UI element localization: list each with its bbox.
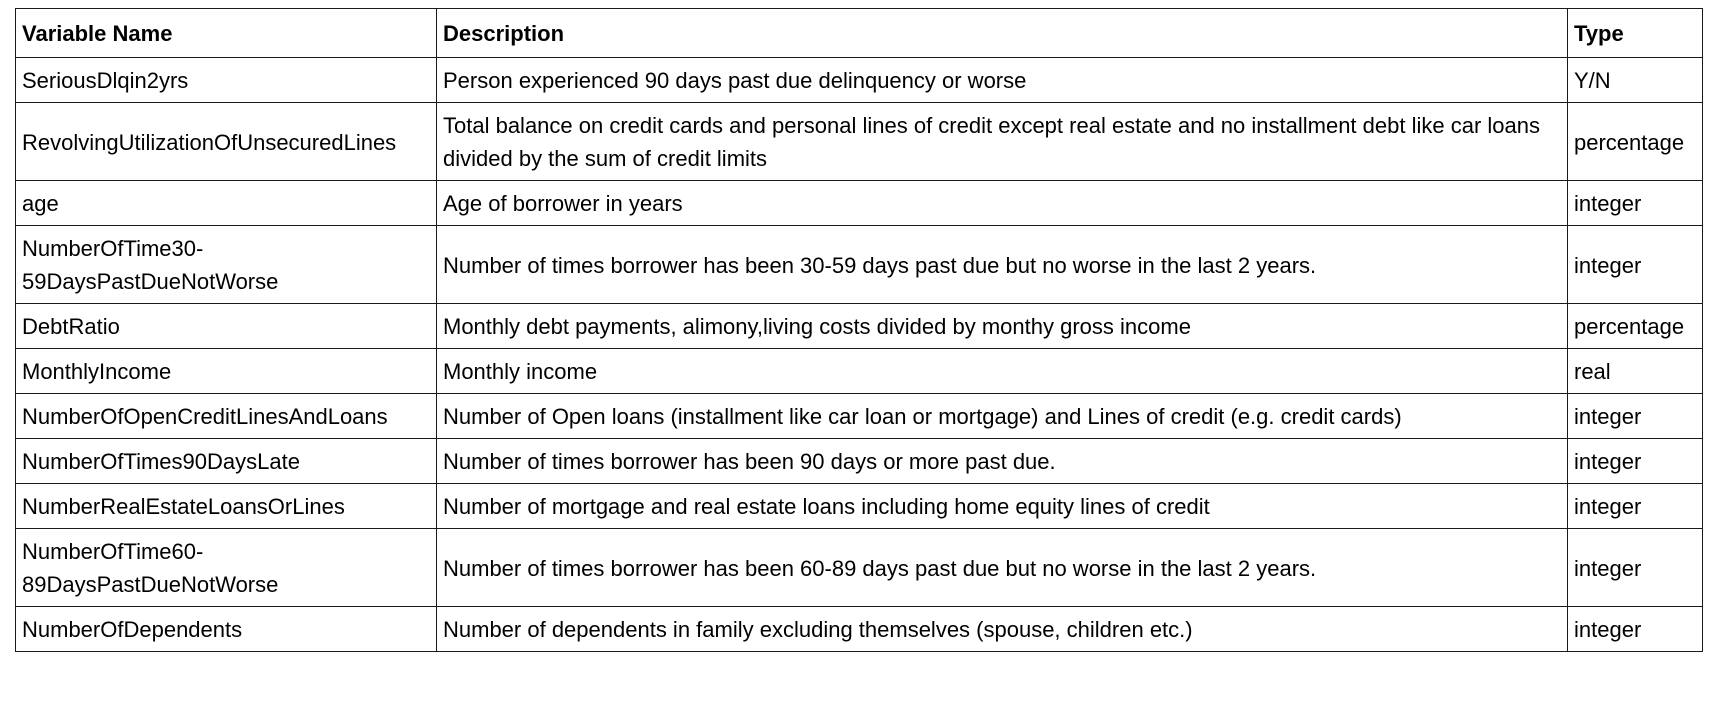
type-cell: percentage [1567, 102, 1703, 181]
type-cell: integer [1567, 225, 1703, 304]
variable-name-cell: NumberOfOpenCreditLinesAndLoans [15, 393, 437, 439]
type-cell: percentage [1567, 303, 1703, 349]
type-cell: integer [1567, 528, 1703, 607]
table-row: NumberOfTimes90DaysLate Number of times … [15, 438, 1703, 484]
type-cell: integer [1567, 606, 1703, 652]
variable-name-cell: DebtRatio [15, 303, 437, 349]
variable-name-cell: age [15, 180, 437, 226]
table-row: age Age of borrower in years integer [15, 180, 1703, 226]
description-cell: Number of times borrower has been 30-59 … [436, 225, 1568, 304]
description-cell: Number of times borrower has been 60-89 … [436, 528, 1568, 607]
table-row: NumberOfOpenCreditLinesAndLoans Number o… [15, 393, 1703, 439]
header-type: Type [1567, 8, 1703, 58]
table-row: NumberOfTime30-59DaysPastDueNotWorse Num… [15, 225, 1703, 304]
variable-name-cell: NumberOfTime30-59DaysPastDueNotWorse [15, 225, 437, 304]
type-cell: integer [1567, 180, 1703, 226]
description-cell: Number of times borrower has been 90 day… [436, 438, 1568, 484]
description-cell: Person experienced 90 days past due deli… [436, 57, 1568, 103]
table-row: DebtRatio Monthly debt payments, alimony… [15, 303, 1703, 349]
variable-name-cell: NumberOfDependents [15, 606, 437, 652]
type-cell: integer [1567, 393, 1703, 439]
table-row: NumberOfTime60-89DaysPastDueNotWorse Num… [15, 528, 1703, 607]
description-cell: Total balance on credit cards and person… [436, 102, 1568, 181]
table-body: SeriousDlqin2yrs Person experienced 90 d… [15, 57, 1703, 652]
description-cell: Age of borrower in years [436, 180, 1568, 226]
description-cell: Monthly income [436, 348, 1568, 394]
table-row: SeriousDlqin2yrs Person experienced 90 d… [15, 57, 1703, 103]
type-cell: integer [1567, 483, 1703, 529]
description-cell: Number of mortgage and real estate loans… [436, 483, 1568, 529]
variable-name-cell: RevolvingUtilizationOfUnsecuredLines [15, 102, 437, 181]
header-description: Description [436, 8, 1568, 58]
table-header: Variable Name Description Type [15, 8, 1703, 58]
description-cell: Number of Open loans (installment like c… [436, 393, 1568, 439]
variable-name-cell: SeriousDlqin2yrs [15, 57, 437, 103]
table-row: NumberOfDependents Number of dependents … [15, 606, 1703, 652]
description-cell: Number of dependents in family excluding… [436, 606, 1568, 652]
variable-name-cell: NumberOfTimes90DaysLate [15, 438, 437, 484]
header-variable-name: Variable Name [15, 8, 437, 58]
variables-table: Variable Name Description Type SeriousDl… [15, 8, 1703, 652]
table-row: RevolvingUtilizationOfUnsecuredLines Tot… [15, 102, 1703, 181]
variable-name-cell: NumberOfTime60-89DaysPastDueNotWorse [15, 528, 437, 607]
table-row: NumberRealEstateLoansOrLines Number of m… [15, 483, 1703, 529]
type-cell: Y/N [1567, 57, 1703, 103]
variable-name-cell: NumberRealEstateLoansOrLines [15, 483, 437, 529]
table-row: MonthlyIncome Monthly income real [15, 348, 1703, 394]
type-cell: integer [1567, 438, 1703, 484]
description-cell: Monthly debt payments, alimony,living co… [436, 303, 1568, 349]
variable-name-cell: MonthlyIncome [15, 348, 437, 394]
type-cell: real [1567, 348, 1703, 394]
header-row: Variable Name Description Type [15, 8, 1703, 58]
